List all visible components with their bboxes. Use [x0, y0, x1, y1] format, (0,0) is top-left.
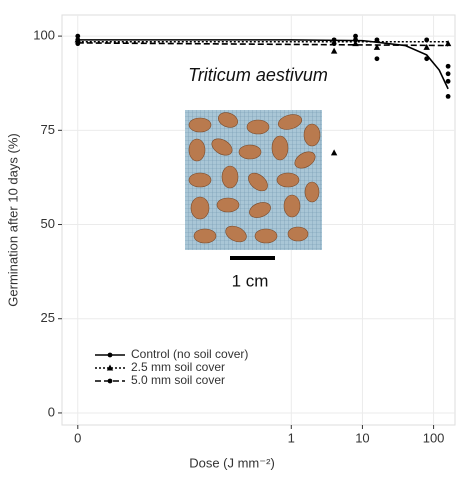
point [74, 36, 81, 43]
species-label: Triticum aestivum [188, 65, 328, 85]
point [331, 41, 337, 47]
legend-label: 5.0 mm soil cover [131, 373, 225, 387]
y-axis-label: Germination after 10 days (%) [5, 133, 20, 306]
point [373, 43, 381, 50]
legend-marker [107, 378, 113, 384]
seed-photo [185, 110, 322, 250]
legend-label: 2.5 mm soil cover [131, 360, 225, 374]
y-tick-label: 75 [41, 122, 55, 137]
legend-marker [107, 352, 113, 358]
point [445, 63, 451, 69]
point [424, 56, 430, 62]
point [444, 40, 452, 47]
point [75, 41, 81, 47]
fit-line [77, 42, 449, 47]
point [445, 71, 451, 77]
point [374, 56, 380, 62]
y-tick-label: 25 [41, 310, 55, 325]
point [353, 33, 358, 39]
point [423, 43, 430, 50]
x-axis-label: Dose (J mm⁻²) [189, 455, 275, 470]
point [424, 37, 430, 43]
point [75, 33, 81, 39]
y-tick-label: 0 [48, 404, 55, 419]
point [330, 149, 338, 156]
y-tick-label: 100 [33, 28, 55, 43]
y-tick-label: 50 [41, 216, 55, 231]
x-tick-label: 1 [288, 430, 295, 445]
x-tick-label: 0 [74, 430, 81, 445]
legend-marker [106, 364, 114, 371]
point [445, 93, 451, 99]
x-tick-label: 10 [355, 430, 369, 445]
point [445, 78, 451, 84]
scale-label: 1 cm [232, 271, 269, 290]
legend-label: Control (no soil cover) [131, 347, 248, 361]
point [330, 47, 338, 54]
x-tick-label: 100 [423, 430, 445, 445]
